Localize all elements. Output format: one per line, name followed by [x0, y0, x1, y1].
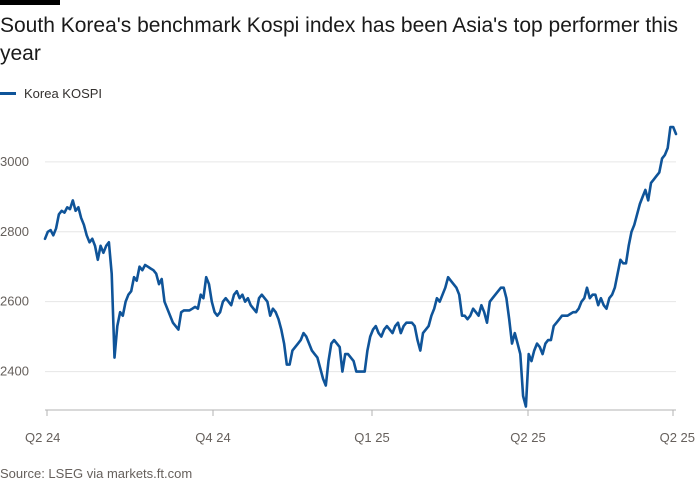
- y-tick-label: 3000: [0, 154, 29, 169]
- y-tick-label: 2800: [0, 224, 29, 239]
- x-tick-label: Q2 25: [510, 430, 545, 445]
- source-note: Source: LSEG via markets.ft.com: [0, 466, 193, 481]
- legend-swatch: [0, 92, 16, 95]
- axis-layer: 2400 2600 2800 3000 Q2 24 Q4 24 Q1 25 Q2 25 Q2 2…: [0, 154, 695, 445]
- x-tick-label: Q2 24: [25, 430, 60, 445]
- chart-title: South Korea's benchmark Kospi index has …: [0, 14, 679, 65]
- y-tick-label: 2600: [0, 294, 29, 309]
- x-tick-label: Q2 25: [660, 430, 695, 445]
- x-tick-label: Q4 24: [195, 430, 230, 445]
- top-rule: [0, 0, 60, 5]
- line-chart: 2400 2600 2800 3000 Q2 24 Q4 24 Q1 25 Q2 25 Q2 2…: [0, 125, 695, 445]
- series-line-korea-kospi: [43, 125, 678, 408]
- x-tick-label: Q1 25: [354, 430, 389, 445]
- legend-label: Korea KOSPI: [24, 86, 103, 101]
- y-tick-label: 2400: [0, 364, 29, 379]
- series-layer: [43, 125, 678, 408]
- legend: Korea KOSPI: [0, 86, 102, 101]
